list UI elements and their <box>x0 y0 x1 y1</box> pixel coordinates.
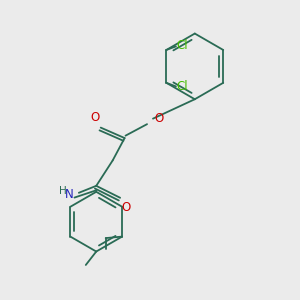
Text: N: N <box>65 188 74 201</box>
Text: H: H <box>59 186 67 196</box>
Text: O: O <box>91 111 100 124</box>
Text: Cl: Cl <box>177 80 188 94</box>
Text: O: O <box>154 112 164 124</box>
Text: O: O <box>121 201 130 214</box>
Text: Cl: Cl <box>177 39 188 52</box>
